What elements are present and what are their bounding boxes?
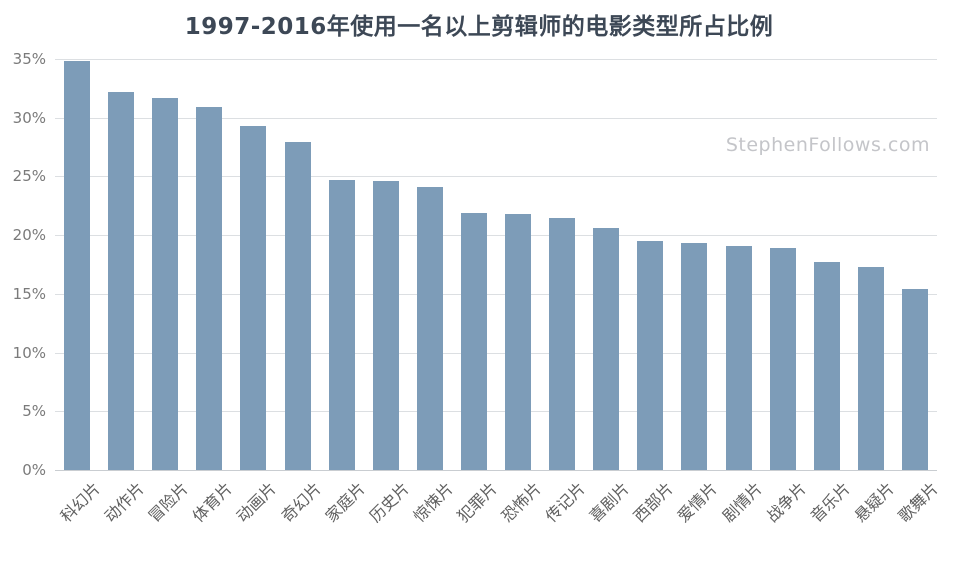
gridline-35pct [55,59,937,60]
y-tick-label-30pct: 30% [12,108,46,127]
x-category-label-18: 音乐片 [806,478,854,526]
bar-7 [328,179,355,470]
gridline-10pct [55,352,937,354]
bar-15 [681,243,708,470]
x-category-label-9: 惊悚片 [409,478,457,526]
bar-5 [240,125,267,470]
bar-9 [416,187,443,470]
x-category-label-3: 冒险片 [144,478,193,526]
bar-17 [769,248,796,470]
watermark-text: StephenFollows.com [725,134,930,156]
x-category-label-13: 喜剧片 [585,478,634,526]
bar-6 [284,142,311,470]
x-category-label-17: 战争片 [762,478,810,526]
x-category-label-1: 科幻片 [56,478,105,526]
x-category-label-14: 西部片 [629,478,678,526]
y-tick-label-5pct: 5% [22,402,46,421]
bar-18 [813,262,840,470]
bar-11 [505,214,532,470]
bar-20 [901,289,928,470]
y-tick-label-25pct: 25% [12,167,46,186]
bar-1 [64,61,91,470]
y-tick-label-35pct: 35% [12,50,46,68]
bar-3 [152,97,179,470]
x-category-label-16: 剧情片 [718,478,766,526]
x-category-label-6: 奇幻片 [277,478,325,526]
gridline-20pct [55,235,937,237]
x-category-label-5: 动画片 [233,478,281,526]
gridline-25pct [55,176,937,178]
x-category-label-11: 恐怖片 [497,478,546,526]
bar-16 [725,245,752,470]
y-tick-label-0pct: 0% [22,461,46,479]
gridline-5pct [55,411,937,413]
bar-4 [196,107,223,470]
gridline-30pct [55,117,937,119]
x-category-label-7: 家庭片 [321,478,369,526]
bar-2 [108,91,135,470]
bar-14 [637,241,664,470]
x-category-label-12: 传记片 [541,478,590,526]
y-tick-label-20pct: 20% [12,226,46,245]
bar-10 [460,212,487,470]
gridline-0pct [55,470,937,471]
y-tick-label-10pct: 10% [12,343,46,362]
x-category-label-8: 历史片 [365,478,413,526]
bar-8 [372,181,399,470]
bar-13 [593,228,620,470]
x-category-label-19: 悬疑片 [850,478,898,526]
x-category-label-2: 动作片 [100,478,149,526]
x-category-label-10: 犯罪片 [453,478,501,526]
chart-title: 1997-2016年使用一名以上剪辑师的电影类型所占比例 [184,14,774,40]
x-category-label-20: 歌舞片 [894,478,942,526]
plot-area [55,59,937,471]
bar-19 [857,266,884,470]
y-tick-label-15pct: 15% [12,284,46,303]
gridline-15pct [55,293,937,295]
bar-12 [549,217,576,470]
x-category-label-4: 体育片 [188,478,237,526]
x-category-label-15: 爱情片 [674,478,722,526]
